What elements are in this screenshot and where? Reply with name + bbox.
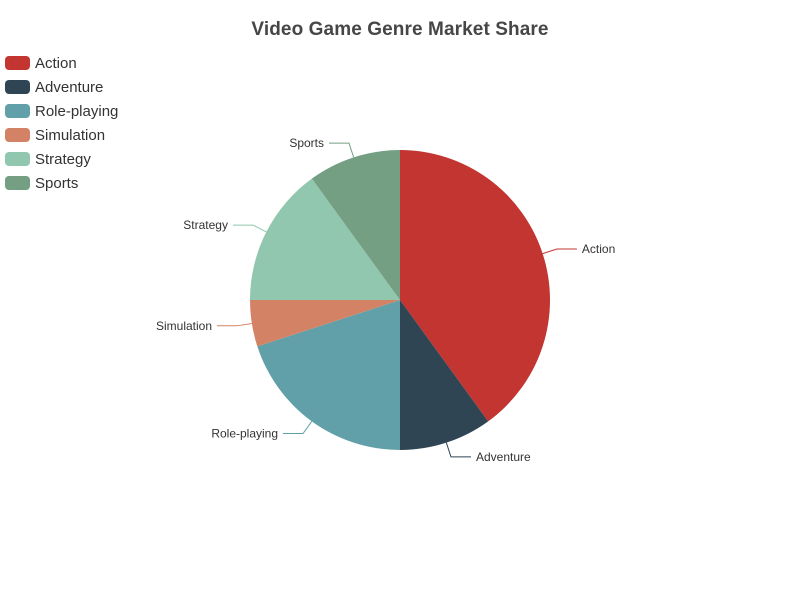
label-line-strategy (232, 224, 267, 233)
pie-slice-adventure[interactable] (400, 300, 489, 450)
legend-label: Sports (35, 174, 79, 192)
slice-label-adventure: Adventure (476, 450, 531, 464)
label-line-simulation (217, 322, 252, 327)
legend-item-strategy[interactable]: Strategy (5, 147, 118, 171)
chart-title: Video Game Genre Market Share (251, 19, 549, 40)
slice-label-simulation: Simulation (156, 319, 212, 333)
label-line-adventure (445, 442, 471, 458)
legend-label: Action (35, 54, 77, 72)
pie-slice-strategy[interactable] (250, 178, 400, 300)
pie-slice-simulation[interactable] (250, 300, 400, 347)
legend-swatch (5, 80, 30, 94)
label-line-action (542, 248, 577, 255)
legend-swatch (5, 152, 30, 166)
legend-item-role-playing[interactable]: Role-playing (5, 99, 118, 123)
legend-label: Role-playing (35, 102, 119, 120)
legend-label: Adventure (35, 78, 104, 96)
label-line-sports (329, 142, 355, 158)
legend-item-adventure[interactable]: Adventure (5, 75, 118, 99)
legend: Action Adventure Role-playing Simulation… (5, 51, 118, 195)
legend-label: Simulation (35, 126, 106, 144)
label-line-role-playing (283, 421, 313, 434)
legend-label: Strategy (35, 150, 91, 168)
slice-label-strategy: Strategy (183, 218, 228, 232)
slice-label-action: Action (582, 242, 615, 256)
legend-swatch (5, 56, 30, 70)
legend-item-sports[interactable]: Sports (5, 171, 118, 195)
legend-item-simulation[interactable]: Simulation (5, 123, 118, 147)
pie-slice-action[interactable] (400, 150, 550, 422)
legend-swatch (5, 176, 30, 190)
legend-swatch (5, 104, 30, 118)
pie-slice-role-playing[interactable] (257, 300, 400, 450)
legend-item-action[interactable]: Action (5, 51, 118, 75)
pie-slice-sports[interactable] (311, 150, 400, 300)
slice-label-role-playing: Role-playing (211, 426, 278, 440)
legend-swatch (5, 128, 30, 142)
slice-label-sports: Sports (289, 136, 324, 150)
